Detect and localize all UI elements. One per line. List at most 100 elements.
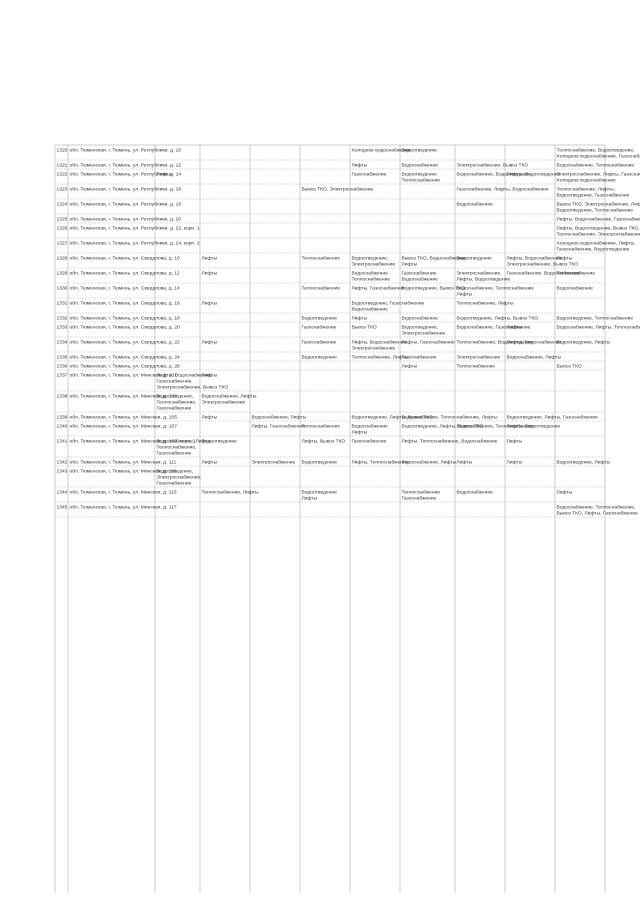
row-number: 1337 xyxy=(57,372,68,378)
address: обл. Тюменская, г. Тюмень, ул. Свердлова… xyxy=(70,285,181,291)
cell-text: Вывоз ТКО, Лифты, Газоснабжение xyxy=(557,510,638,516)
cell-text: Водоснабжение xyxy=(457,489,494,495)
row-number: 1329 xyxy=(57,270,68,276)
cell-text: Лифты xyxy=(302,495,318,501)
address: обл. Тюменская, г. Тюмень, ул. Свердлова… xyxy=(70,315,181,321)
row-number: 1322 xyxy=(57,171,68,177)
cell-text: Водоотведение xyxy=(202,438,238,444)
cell-text: Лифты, Водоснабжение xyxy=(507,339,562,345)
cell-text: Водоснабжение, Лифты, xyxy=(202,393,258,399)
cell-text: Газоснабжение, Водоотведение xyxy=(557,246,630,252)
cell-text: Водоснабжение xyxy=(457,201,494,207)
cell-text: Водоснабжение xyxy=(402,276,439,282)
cell-text: Лифты xyxy=(202,255,218,261)
address: обл. Тюменская, г. Тюмень, ул. Свердлова… xyxy=(70,324,181,330)
cell-text: Лифты xyxy=(157,171,173,177)
cell-text: Лифты, Газоснабжение xyxy=(402,339,455,345)
row-number: 1330 xyxy=(57,285,68,291)
cell-text: Водоснабжение, Теплоснабжение xyxy=(457,285,535,291)
cell-text: Водоснабжение, Лифты xyxy=(402,459,457,465)
row-number: 1336 xyxy=(57,363,68,369)
address: обл. Тюменская, г. Тюмень, ул. Минская, … xyxy=(70,489,177,495)
cell-text: Теплоснабжение, Лифты xyxy=(352,354,409,360)
cell-text: Лифты, Водоснабжение, Газоснабжение xyxy=(557,216,640,222)
cell-text: Водоснабжение, Теплоснабжение, xyxy=(557,504,636,510)
cell-text: Лифты xyxy=(507,324,523,330)
address: обл. Тюменская, г. Тюмень, ул. Республик… xyxy=(70,147,182,153)
address: обл. Тюменская, г. Тюмень, ул. Республик… xyxy=(70,240,200,246)
cell-text: Лифты, Водоснабжение, xyxy=(507,255,563,261)
cell-text: Теплоснабжение, xyxy=(157,444,197,450)
cell-text: Холодное водоснабжение, Газоснабжение xyxy=(557,153,640,159)
cell-text: Электроснабжение xyxy=(252,459,296,465)
cell-text: Электроснабжение xyxy=(202,399,246,405)
row-number: 1342 xyxy=(57,459,68,465)
cell-text: Теплоснабжение, Лифты xyxy=(202,489,259,495)
cell-text: Водоотведение, Лифты, Вывоз ТКО xyxy=(457,315,539,321)
cell-text: Электроснабжение xyxy=(457,354,501,360)
cell-text: Лифты xyxy=(202,372,218,378)
cell-text: Лифты xyxy=(352,315,368,321)
cell-text: Лифты, Теплоснабжение xyxy=(352,459,409,465)
address: обл. Тюменская, г. Тюмень, ул. Республик… xyxy=(70,201,182,207)
row-number: 1331 xyxy=(57,300,68,306)
cell-text: Газоснабжение xyxy=(402,354,437,360)
cell-text: Электроснабжение, xyxy=(457,270,502,276)
address: обл. Тюменская, г. Тюмень, ул. Минская, … xyxy=(70,423,178,429)
cell-text: Лифты, Водоотведение xyxy=(457,276,511,282)
cell-text: Газоснабжение xyxy=(157,480,192,486)
cell-text: Электроснабжение xyxy=(352,345,396,351)
cell-text: Лифты xyxy=(352,162,368,168)
address: обл. Тюменская, г. Тюмень, ул. Свердлова… xyxy=(70,270,181,276)
cell-text: Лифты, Газоснабжение xyxy=(352,285,405,291)
cell-text: Лифты, Газоснабжение xyxy=(252,423,305,429)
cell-text: Лифты xyxy=(457,291,473,297)
cell-text: Вывоз ТКО xyxy=(557,363,582,369)
cell-text: Электроснабжение xyxy=(352,261,396,267)
cell-text: Газоснабжение, Лифты, Водоснабжение xyxy=(457,186,550,192)
row-number: 1321 xyxy=(57,162,68,168)
cell-text: Электроснабжение, Вывоз ТКО xyxy=(157,384,229,390)
cell-text: Газоснабжение xyxy=(352,171,387,177)
cell-text: Вывоз ТКО, Электроснабжение, Лифты, xyxy=(557,201,640,207)
cell-text: Теплоснабжение xyxy=(302,285,341,291)
cell-text: Теплоснабжение, xyxy=(157,399,197,405)
cell-text: Вывоз ТКО, Электроснабжение xyxy=(302,186,374,192)
cell-text: Электроснабжение, Вывоз ТКО xyxy=(507,261,579,267)
cell-text: Лифты xyxy=(507,438,523,444)
row-number: 1335 xyxy=(57,354,68,360)
row-number: 1324 xyxy=(57,201,68,207)
cell-text: Водоотведение xyxy=(302,489,338,495)
cell-text: Лифты xyxy=(402,261,418,267)
cell-text: Холодное водоснабжение, Лифты, xyxy=(557,240,636,246)
cell-text: Водоснабжение, Лифты xyxy=(252,414,307,420)
cell-text: Водоотведение, xyxy=(402,324,439,330)
row-number: 1326 xyxy=(57,225,68,231)
cell-text: Водоотведение, Лифты xyxy=(557,339,611,345)
cell-text: Лифты xyxy=(202,339,218,345)
row-number: 1344 xyxy=(57,489,68,495)
cell-text: Газоснабжение xyxy=(402,495,437,501)
address: обл. Тюменская, г. Тюмень, ул. Республик… xyxy=(70,186,182,192)
cell-text: Теплоснабжение, Водоотведение, xyxy=(557,147,635,153)
cell-text: Лифты, Водоотведение xyxy=(507,423,561,429)
row-number: 1338 xyxy=(57,393,68,399)
address: обл. Тюменская, г. Тюмень, ул. Республик… xyxy=(70,216,182,222)
cell-text: Водоотведение, Вывоз ТКО xyxy=(402,285,465,291)
row-number: 1343 xyxy=(57,468,68,474)
row-number: 1327 xyxy=(57,240,68,246)
cell-text: Холодное водоснабжение xyxy=(557,177,617,183)
cell-text: Водоотведение, Лифты, Газоснабжение xyxy=(507,414,598,420)
cell-text: Газоснабжение xyxy=(302,339,337,345)
cell-text: Лифты xyxy=(557,489,573,495)
cell-text: Электроснабжение, Лифты, Газоснабжение, xyxy=(557,171,640,177)
row-number: 1328 xyxy=(57,255,68,261)
cell-text: Водоснабжение, Теплоснабжение xyxy=(557,162,635,168)
row-number: 1332 xyxy=(57,315,68,321)
cell-text: Теплоснабжение xyxy=(457,363,496,369)
cell-text: Лифты xyxy=(352,429,368,435)
cell-text: Электроснабжение, xyxy=(157,474,202,480)
row-number: 1339 xyxy=(57,414,68,420)
row-number: 1323 xyxy=(57,186,68,192)
